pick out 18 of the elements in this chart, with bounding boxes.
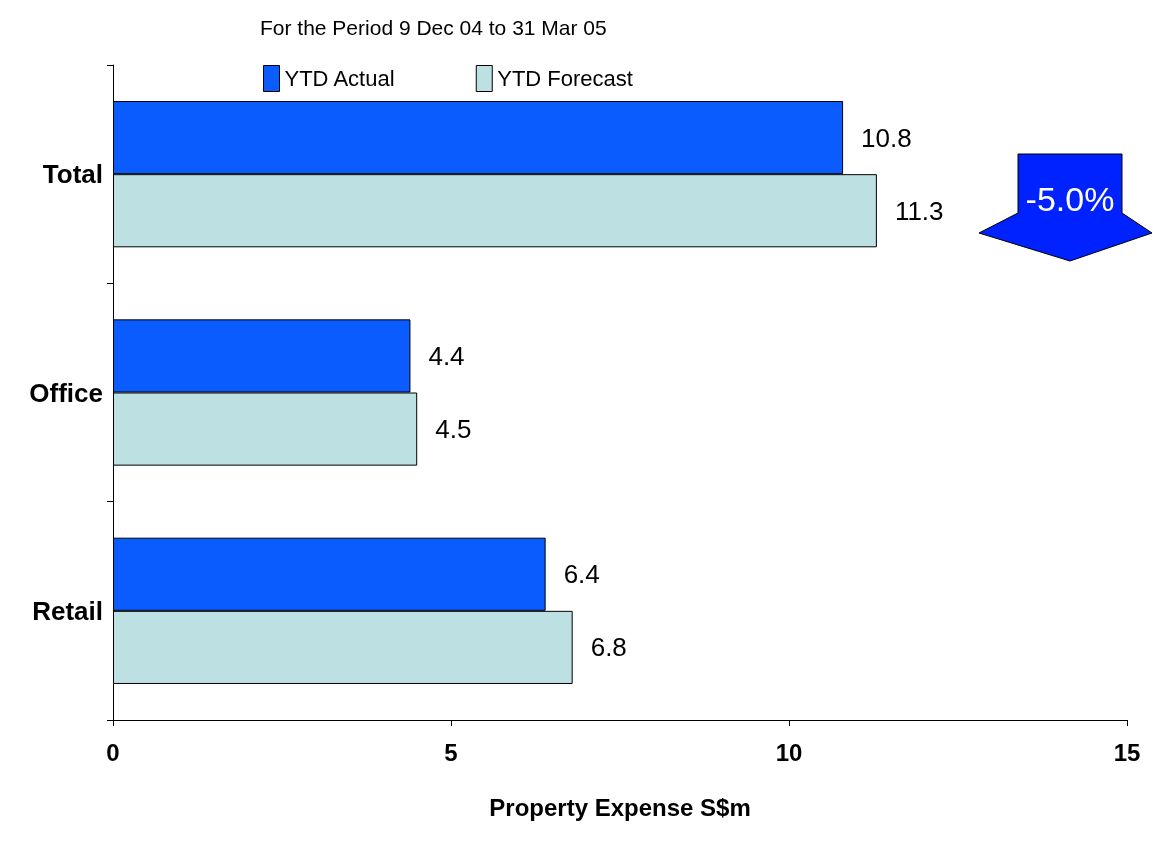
data-label: 6.4 <box>563 559 600 590</box>
legend-label: YTD Forecast <box>497 66 633 91</box>
data-label: 4.5 <box>435 414 472 445</box>
x-tick-label: 10 <box>775 738 803 766</box>
data-label: 10.8 <box>861 122 912 153</box>
chart-title: For the Period 9 Dec 04 to 31 Mar 05 <box>260 16 607 39</box>
annotation: -5.0% <box>1024 180 1116 219</box>
x-tick-label: 0 <box>106 738 120 766</box>
x-axis-title: Property Expense S$m <box>489 793 751 821</box>
data-label: 11.3 <box>894 195 944 226</box>
data-label: 4.4 <box>428 340 465 371</box>
data-label: 6.8 <box>590 632 627 663</box>
x-tick-label: 15 <box>1113 738 1141 766</box>
legend-label: YTD Actual <box>284 66 395 91</box>
y-tick-label: Retail <box>32 595 103 626</box>
x-tick-label: 5 <box>444 738 458 766</box>
y-tick-label: Office <box>29 377 103 408</box>
y-tick-label: Total <box>42 159 103 190</box>
